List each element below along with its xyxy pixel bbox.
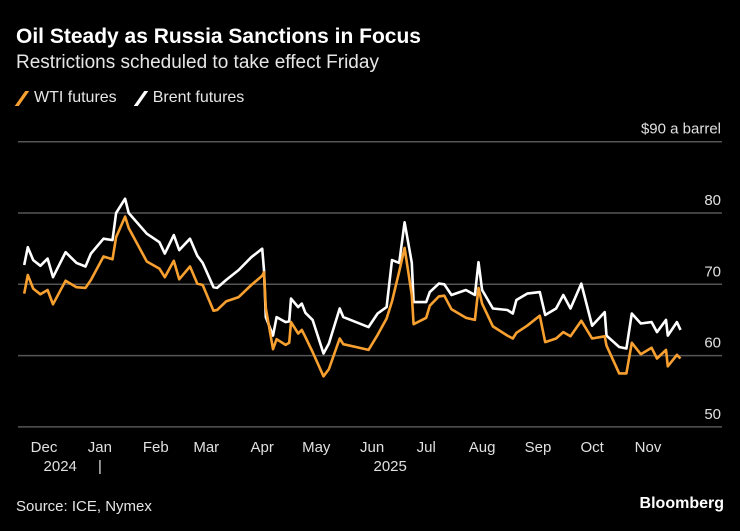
x-tick-label-jan: Jan — [88, 439, 112, 456]
x-tick-label-nov: Nov — [635, 439, 662, 456]
legend-item-wti: WTI futures — [14, 89, 117, 107]
x-tick-label-oct: Oct — [580, 439, 604, 456]
series-line-wti — [22, 215, 682, 378]
legend-item-brent: Brent futures — [133, 89, 245, 107]
legend: WTI futures Brent futures — [14, 89, 245, 107]
y-tick-label-60: 60 — [704, 335, 721, 352]
x-tick-label-apr: Apr — [250, 439, 273, 456]
legend-label-wti: WTI futures — [34, 89, 117, 106]
x-tick-label-feb: Feb — [143, 439, 169, 456]
x-tick-label-jun: Jun — [360, 439, 384, 456]
year-label-2025: 2025 — [373, 458, 406, 475]
x-tick-label-may: May — [302, 439, 331, 456]
x-tick-label-sep: Sep — [525, 439, 552, 456]
source-note: Source: ICE, Nymex — [16, 498, 152, 515]
chart-subtitle: Restrictions scheduled to take effect Fr… — [16, 52, 379, 73]
chart-title: Oil Steady as Russia Sanctions in Focus — [16, 25, 421, 48]
x-tick-label-mar: Mar — [193, 439, 219, 456]
series-line-brent — [22, 197, 682, 355]
y-tick-label-90: $90 a barrel — [641, 121, 721, 138]
x-tick-label-jul: Jul — [417, 439, 436, 456]
y-tick-label-50: 50 — [704, 406, 721, 423]
year-label-2024: 2024 — [44, 458, 77, 475]
y-tick-label-80: 80 — [704, 192, 721, 209]
x-tick-label-dec: Dec — [31, 439, 58, 456]
x-tick-label-aug: Aug — [469, 439, 496, 456]
y-tick-label-70: 70 — [704, 263, 721, 280]
bloomberg-logo: Bloomberg — [639, 495, 724, 512]
legend-label-brent: Brent futures — [152, 89, 245, 106]
year-divider: | — [98, 458, 102, 475]
